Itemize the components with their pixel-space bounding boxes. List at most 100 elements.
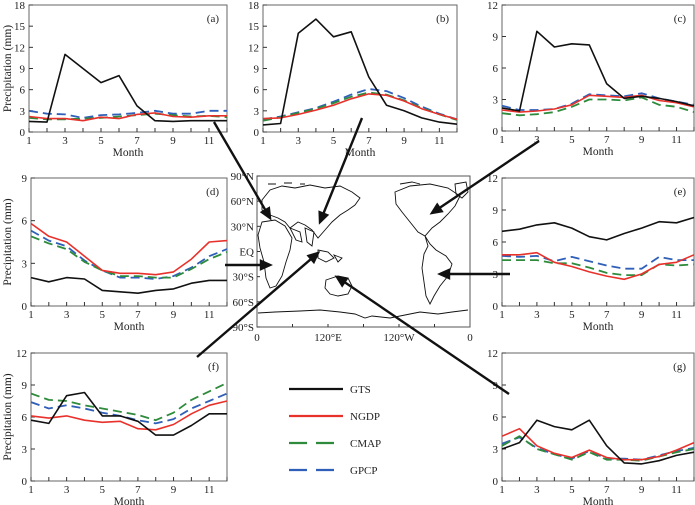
panel-label: (b): [436, 13, 449, 25]
x-tick-label: 5: [569, 309, 575, 321]
lon-label: 120°W: [383, 332, 415, 344]
series-line-gpcp: [28, 109, 227, 119]
x-tick-label: 1: [260, 135, 266, 147]
x-tick-label: 9: [171, 484, 177, 496]
x-axis-title: Month: [114, 496, 145, 505]
x-tick-label: 11: [671, 484, 682, 496]
y-tick-label: 6: [22, 412, 28, 424]
eurasia-outline: [261, 184, 361, 239]
panel-label: (a): [207, 13, 220, 25]
x-tick-label: 3: [64, 309, 70, 321]
plot-frame: [30, 177, 228, 307]
y-tick-label: 15: [14, 21, 26, 33]
connector-g: [336, 276, 510, 395]
connector-c: [431, 140, 540, 214]
legend-label: NGDP: [350, 411, 380, 423]
y-tick-label: 3: [493, 95, 499, 107]
panel-b: 1 3 5 7 9 11 0 3 6 9 12 15 18 Month (b): [248, 0, 458, 159]
y-tick-label: 12: [487, 348, 498, 360]
series-line-gts: [501, 30, 695, 112]
x-tick-label: 9: [639, 134, 645, 146]
x-tick-label: 9: [639, 309, 645, 321]
x-tick-label: 7: [604, 484, 610, 496]
x-tick-label: 7: [604, 309, 610, 321]
y-tick-label: 6: [493, 63, 499, 75]
arrowhead: [318, 210, 330, 225]
x-tick-label: 7: [135, 309, 141, 321]
arrowhead: [429, 202, 444, 215]
y-tick-label: 0: [254, 127, 260, 139]
y-tick-label: 3: [254, 106, 260, 118]
plot-frame: [262, 4, 458, 133]
lat-label: 30°N: [231, 221, 254, 233]
connector-a: [212, 121, 272, 219]
y-tick-label: 12: [487, 173, 498, 185]
y-tick-label: 6: [493, 237, 499, 249]
series-line-gpcp: [501, 254, 694, 270]
south-america-outline: [421, 235, 453, 306]
series-line-cmap: [30, 235, 228, 279]
x-tick-label: 9: [401, 135, 407, 147]
connector-f: [196, 252, 319, 358]
series-line-cmap: [502, 259, 695, 277]
panel-label: (g): [673, 361, 686, 373]
y-tick-label: 18: [14, 0, 26, 12]
map-frame: [256, 175, 471, 328]
x-tick-label: 7: [604, 134, 610, 146]
y-tick-label: 3: [20, 106, 26, 118]
y-tick-label: 0: [493, 126, 499, 138]
arrowhead: [259, 259, 273, 271]
x-tick-label: 5: [100, 309, 106, 321]
x-tick-label: 11: [671, 134, 682, 146]
x-tick-label: 11: [434, 135, 445, 147]
plot-frame: [501, 352, 695, 482]
x-tick-label: 1: [28, 484, 34, 496]
india-arabia-outline: [289, 227, 315, 247]
series-line-gts: [30, 276, 227, 295]
legend-item-gpcp: GPCP: [289, 465, 378, 477]
x-tick-label: 7: [366, 135, 372, 147]
arrowhead: [306, 251, 321, 265]
x-tick-label: 5: [100, 484, 106, 496]
x-tick-label: 11: [204, 135, 215, 147]
map-coastlines: [257, 181, 469, 319]
x-tick-label: 5: [569, 484, 575, 496]
lat-label: EQ: [239, 247, 254, 259]
series-line-gts: [28, 53, 227, 123]
y-tick-label: 0: [493, 476, 499, 488]
series-line-ngdp: [501, 94, 695, 113]
map-longitude-labels: 0 120°E 120°W 0: [254, 324, 473, 344]
y-tick-label: 12: [14, 42, 25, 54]
x-axis-title: Month: [583, 321, 614, 333]
x-tick-label: 11: [671, 309, 682, 321]
x-tick-label: 5: [569, 134, 575, 146]
series-line-gts: [501, 419, 695, 465]
y-axis-title: Precipitation (mm): [2, 373, 14, 460]
y-tick-label: 15: [248, 21, 260, 33]
lon-label: 120°E: [314, 332, 342, 344]
lat-label: 60°N: [231, 196, 254, 208]
y-axis-title: Precipitation (mm): [2, 198, 14, 285]
maritime-asia-outline: [317, 249, 343, 263]
arctic-islands: [268, 181, 421, 185]
series-line-ngdp: [28, 112, 227, 122]
y-tick-label: 12: [16, 348, 27, 360]
x-tick-label: 3: [296, 135, 302, 147]
x-axis-title: Month: [583, 496, 614, 505]
x-tick-label: 5: [98, 135, 104, 147]
legend-item-cmap: CMAP: [289, 438, 381, 450]
x-axis-title: Month: [113, 147, 144, 159]
y-tick-label: 9: [22, 380, 28, 392]
x-tick-label: 3: [534, 309, 540, 321]
y-tick-label: 12: [487, 0, 498, 12]
y-tick-label: 18: [248, 0, 260, 12]
panel-label: (d): [206, 186, 219, 198]
x-tick-label: 9: [170, 135, 176, 147]
lat-label: 60°S: [232, 297, 254, 309]
x-tick-label: 11: [204, 484, 215, 496]
y-tick-label: 3: [493, 444, 499, 456]
x-axis-title: Month: [114, 321, 145, 333]
x-tick-label: 3: [534, 134, 540, 146]
series-line-ngdp: [30, 400, 228, 431]
legend-label: CMAP: [350, 438, 381, 450]
